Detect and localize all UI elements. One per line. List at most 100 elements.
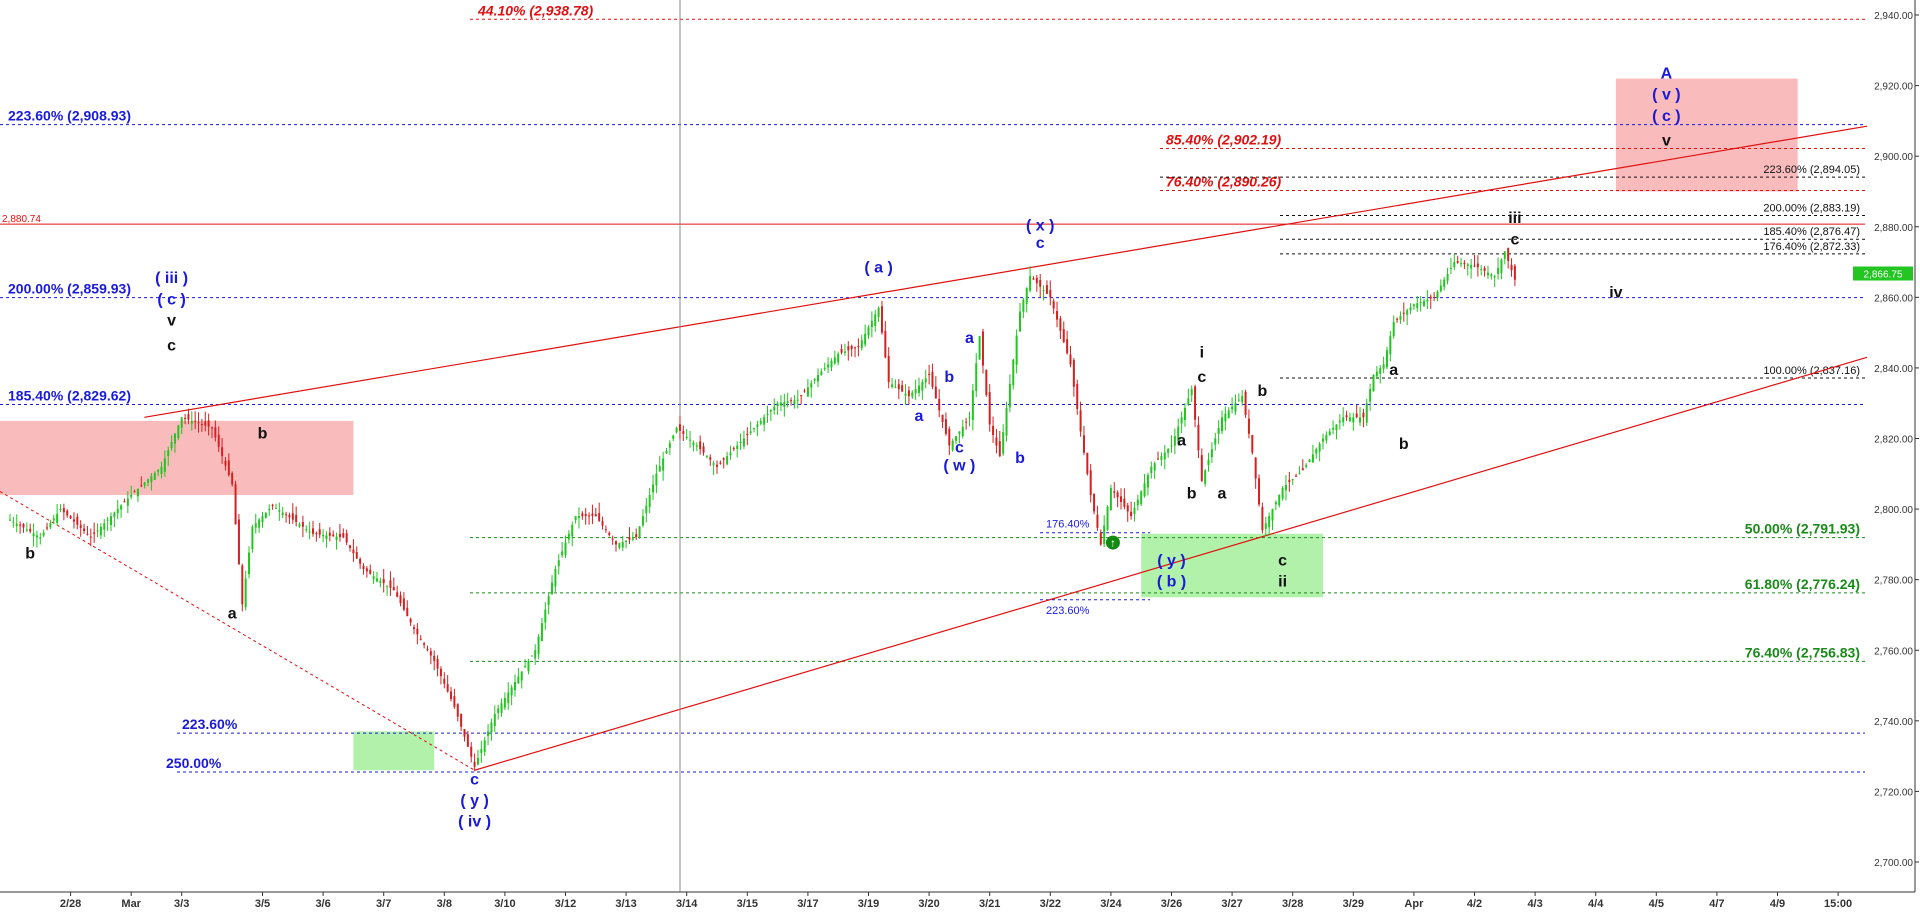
candle-body — [652, 484, 655, 493]
wave-label: b — [944, 369, 954, 386]
candle-body — [22, 523, 25, 528]
candle-body — [1157, 458, 1160, 460]
candle-body — [89, 536, 92, 538]
candle-body — [1109, 487, 1112, 511]
x-tick-label: 4/2 — [1467, 898, 1482, 910]
candle-body — [736, 445, 739, 449]
candle-body — [487, 731, 490, 736]
candle-body — [46, 527, 49, 529]
candle-body — [1207, 459, 1210, 466]
candle-body — [678, 424, 681, 431]
candle-body — [1103, 525, 1106, 545]
candle-body — [184, 417, 187, 419]
candle-body — [153, 473, 156, 480]
candle-body — [763, 417, 766, 425]
candle-body — [753, 427, 756, 429]
candle-body — [436, 659, 439, 669]
candle-body — [258, 519, 261, 528]
candle-body — [473, 761, 476, 767]
fib-level-label: 44.10% (2,938.78) — [477, 2, 594, 18]
candle-body — [244, 578, 247, 608]
candle-body — [291, 513, 294, 520]
candle-body — [1365, 403, 1368, 423]
candle-body — [79, 524, 82, 528]
candle-body — [544, 609, 547, 623]
candle-body — [1480, 269, 1483, 271]
candle-body — [887, 355, 890, 383]
candle-body — [72, 519, 75, 522]
candle-body — [655, 473, 658, 486]
candle-body — [981, 331, 984, 366]
candle-body — [1035, 277, 1038, 284]
x-tick-label: 3/27 — [1221, 898, 1242, 910]
candle-body — [1325, 434, 1328, 441]
candle-body — [850, 345, 853, 350]
current-price-flag — [1853, 266, 1913, 281]
wave-label: c — [167, 337, 176, 354]
candle-body — [1227, 410, 1230, 418]
candle-body — [450, 691, 453, 700]
candle-body — [1241, 396, 1244, 403]
candle-body — [413, 627, 415, 630]
candle-body — [29, 528, 32, 532]
candle-body — [503, 697, 506, 708]
candle-body — [1204, 470, 1207, 484]
candle-body — [867, 327, 870, 336]
candle-body — [305, 529, 308, 531]
candle-body — [911, 392, 914, 397]
candle-body — [618, 543, 621, 548]
candle-body — [530, 655, 533, 657]
candle-body — [106, 519, 109, 521]
candle-body — [113, 512, 116, 517]
x-tick-label: 3/3 — [174, 898, 189, 910]
candle-body — [241, 565, 244, 605]
candle-body — [951, 440, 954, 451]
candle-body — [443, 678, 446, 684]
wave-label: b — [1258, 383, 1268, 400]
candle-body — [880, 306, 883, 333]
candle-body — [1200, 455, 1203, 481]
candle-body — [833, 357, 836, 364]
candle-body — [322, 534, 325, 537]
wave-label: ( iv ) — [458, 814, 491, 831]
candle-body — [1140, 491, 1143, 505]
y-tick-label: 2,860.00 — [1874, 293, 1913, 304]
fib-level-label: 250.00% — [166, 755, 222, 771]
x-tick-label: 2/28 — [60, 898, 81, 910]
candle-body — [315, 532, 318, 535]
candle-body — [1005, 407, 1008, 436]
candle-body — [416, 628, 419, 635]
candle-body — [76, 516, 79, 525]
candle-body — [446, 684, 449, 692]
candle-body — [83, 528, 86, 532]
candle-body — [224, 460, 227, 466]
candle-body — [1513, 265, 1516, 280]
candle-body — [19, 524, 22, 526]
candle-body — [830, 360, 833, 368]
candle-body — [1059, 318, 1062, 331]
candle-body — [456, 704, 459, 717]
x-tick-label: 3/20 — [918, 898, 939, 910]
candle-body — [1460, 263, 1463, 265]
candle-body — [254, 523, 257, 528]
fibonacci-levels: 223.60% (2,908.93) 200.00% (2,859.93) 185.… — [0, 2, 1865, 773]
candle-body — [534, 650, 537, 659]
support-zone-b — [1141, 533, 1323, 598]
candle-body — [810, 383, 813, 388]
upper-trendline — [144, 125, 1868, 418]
candle-body — [1271, 509, 1274, 521]
x-tick-label: Apr — [1404, 898, 1424, 910]
candle-body — [372, 576, 375, 580]
wave-label: i — [1200, 344, 1204, 361]
candle-body — [968, 417, 971, 419]
x-tick-label: 4/7 — [1709, 898, 1724, 910]
candle-body — [345, 533, 348, 543]
candle-body — [726, 456, 729, 465]
candle-body — [328, 532, 331, 536]
x-tick-label: 4/9 — [1770, 898, 1785, 910]
fib-level-label: 176.40% — [1046, 519, 1090, 531]
candle-body — [1197, 424, 1200, 451]
candle-body — [1153, 463, 1156, 471]
candle-body — [96, 530, 99, 532]
candle-body — [1234, 403, 1237, 412]
